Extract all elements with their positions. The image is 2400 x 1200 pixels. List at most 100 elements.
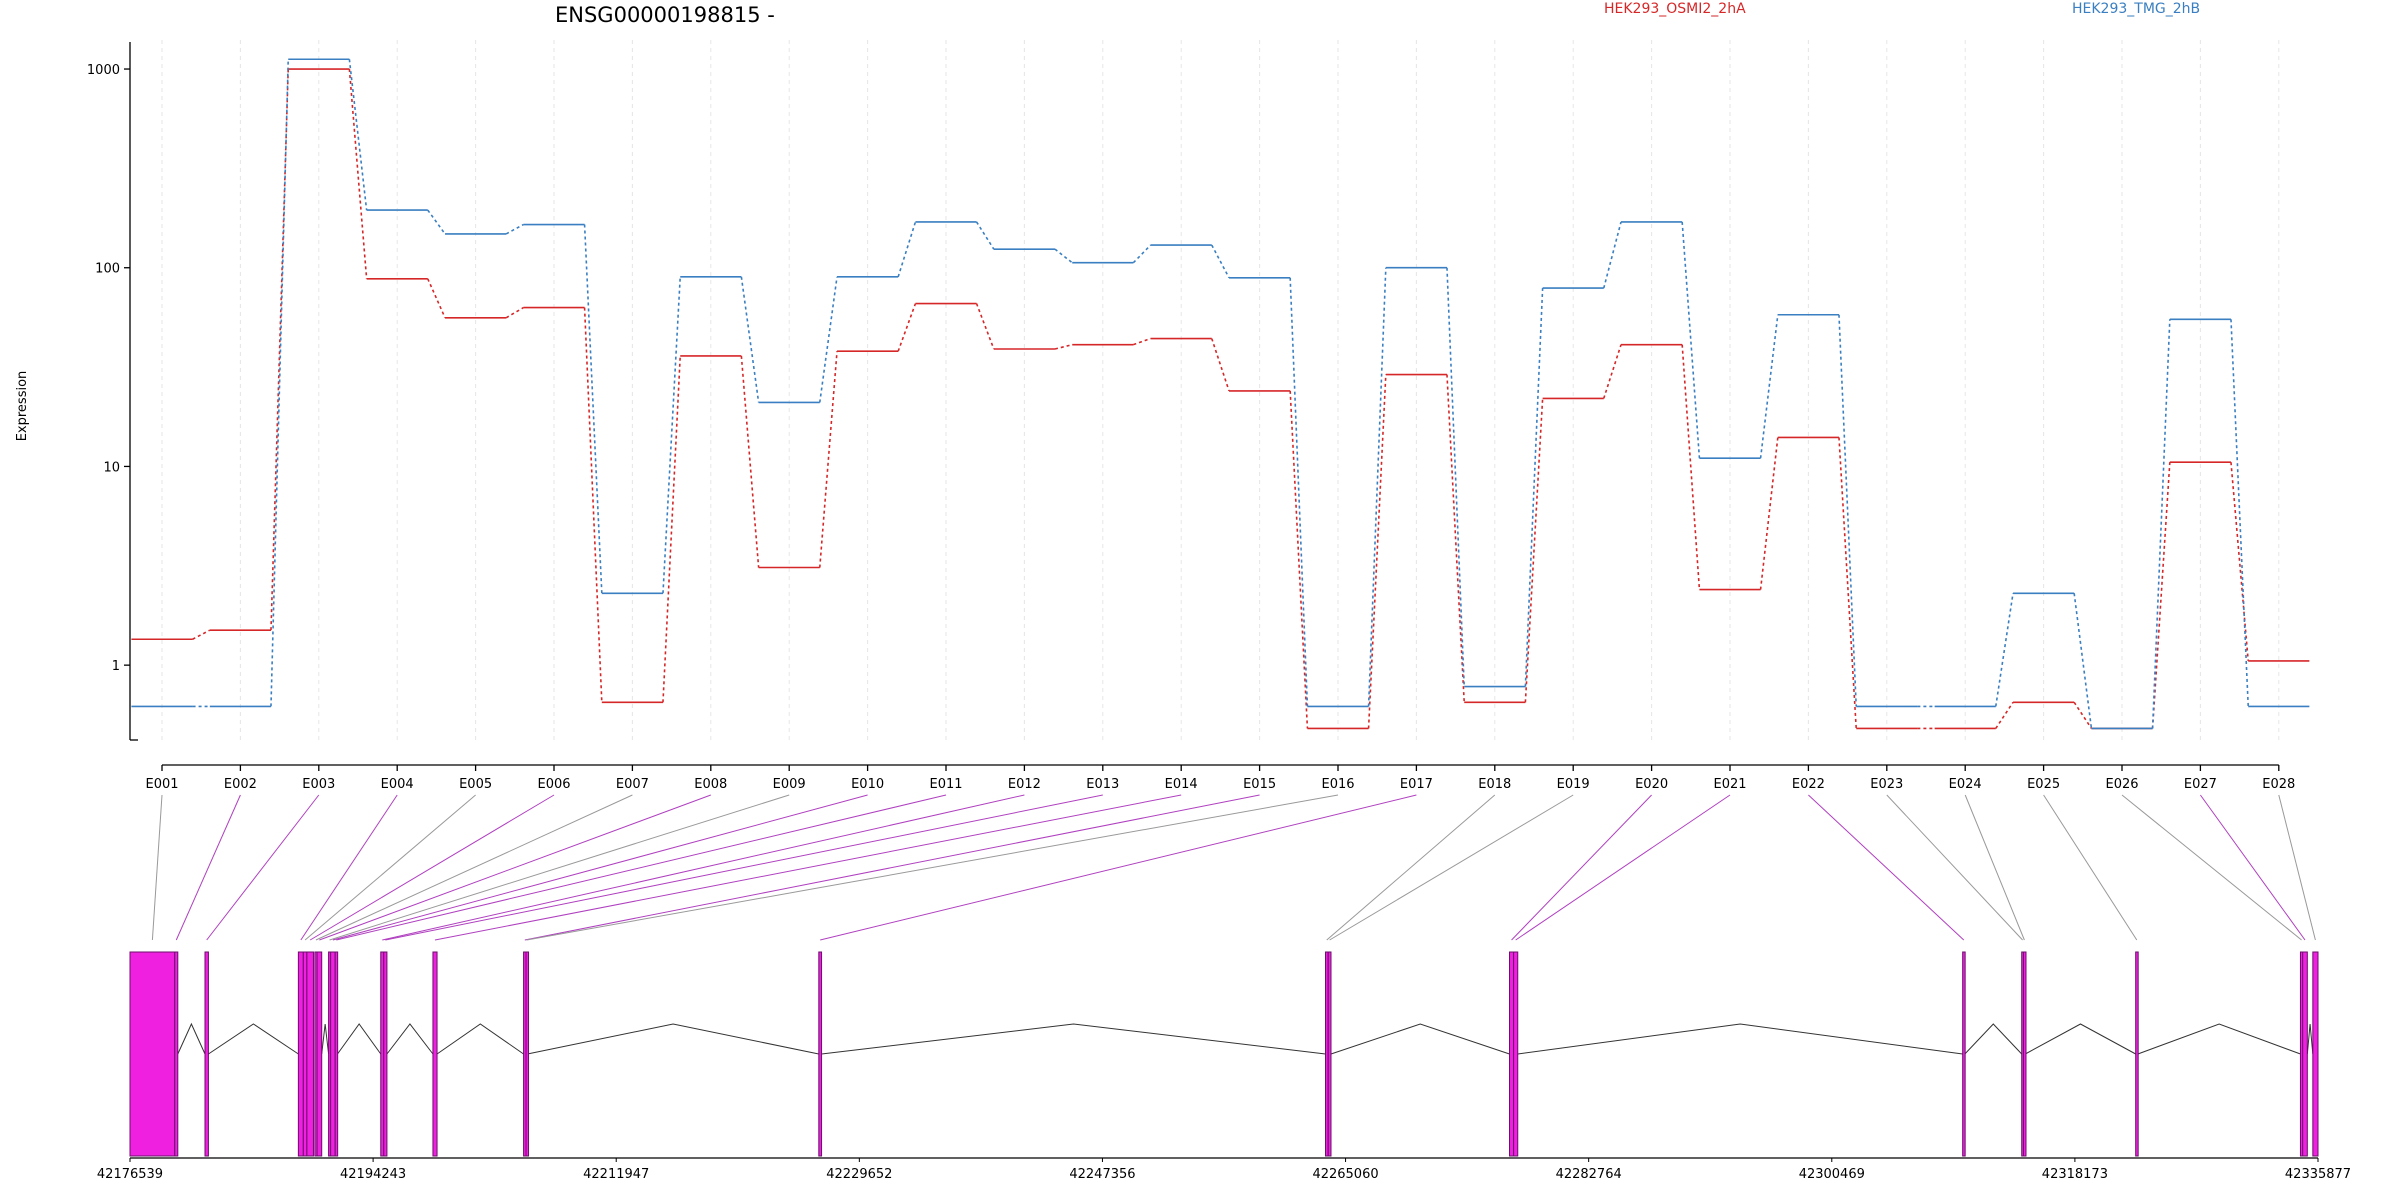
x-tick-label: E025 [2027,777,2060,792]
coordinate-tick-label: 42247356 [1069,1167,1135,1182]
series-transition [2073,701,2093,729]
y-tick-label: 1 [112,659,120,674]
connector-E008 [319,794,711,941]
intron-line [436,1023,524,1055]
exon-box-E016 [525,951,530,1157]
gene-model: 42176539 42194243 42211947 42229652 42247356… [97,951,2351,1182]
x-tick-label: E006 [537,777,570,792]
coordinate-tick-label: 42229652 [826,1167,892,1182]
connector-E016 [526,794,1339,941]
connector-E018 [1326,794,1496,941]
series-transition [2073,593,2093,729]
exon-connectors [151,794,2316,941]
x-tick-label: E018 [1478,777,1511,792]
series-transition [1446,374,1466,703]
x-tick-label: E008 [694,777,727,792]
connector-E021 [1515,794,1731,941]
exon-box-E004 [297,951,304,1157]
x-tick-label: E020 [1635,777,1668,792]
series-2 [131,58,2310,730]
x-tick-label: E013 [1086,777,1119,792]
x-tick-label: E026 [2105,777,2138,792]
connector-E003 [206,794,320,941]
series-transition [1994,593,2014,707]
series-transition [348,59,368,211]
connector-E020 [1511,794,1652,941]
intron-line [1330,1023,1510,1055]
y-tick-label: 10 [103,460,120,475]
series-transition [1367,374,1387,729]
series-transition [1759,437,1779,590]
exon-box-E017 [818,951,823,1157]
x-tick-label: E015 [1243,777,1276,792]
connector-E024 [1964,794,2025,941]
x-tick-label: E028 [2262,777,2295,792]
series-transition [2151,462,2171,729]
series-transition [1838,437,1858,729]
x-tick-label: E004 [381,777,414,792]
connector-E005 [304,794,476,941]
x-tick-label: E023 [1870,777,1903,792]
intron-line [821,1023,1326,1055]
vertical-gridlines [161,40,2280,740]
x-tick-label: E014 [1165,777,1198,792]
connector-E028 [2278,794,2316,941]
series-transition [1289,390,1309,729]
series-transition [1133,337,1151,346]
intron-line [2306,1023,2314,1055]
x-tick-label: E005 [459,777,492,792]
connector-E013 [385,794,1103,941]
series-transition [1603,344,1622,399]
intron-line [2137,1023,2301,1055]
exon-box-E018 [1325,951,1329,1157]
series-transition [1524,288,1544,687]
coordinate-tick-label: 42318173 [2042,1167,2108,1182]
coordinate-tick-label: 42211947 [583,1167,649,1182]
coordinate-tick-label: 42176539 [97,1167,163,1182]
connector-E015 [524,794,1260,941]
x-tick-label: E024 [1949,777,1982,792]
series-transition [975,303,995,350]
series-transition [192,629,211,640]
coordinate-tick-label: 42300469 [1799,1167,1865,1182]
x-tick-label: E019 [1557,777,1590,792]
exon-box-E022 [1962,951,1966,1157]
series-transition [1446,267,1466,687]
series-transition [1838,314,1858,707]
exon-box-E006 [306,951,314,1157]
connector-E027 [2199,794,2306,941]
series-transition [662,276,682,594]
series-transition [427,209,446,235]
exon-box-E003 [204,951,209,1157]
series-transition [1367,267,1387,707]
exon-box-E001 [129,951,176,1157]
series-transition [1289,277,1309,707]
series-1 [131,68,2310,730]
series-transition [1054,248,1073,264]
series-transition [1995,701,2014,729]
x-tick-label: E012 [1008,777,1041,792]
connector-E017 [820,794,1417,941]
y-axis-label: Expression [15,371,30,442]
x-tick-label: E001 [145,777,178,792]
x-tick-label: E011 [929,777,962,792]
x-tick-label: E016 [1321,777,1354,792]
series-transition [1132,244,1152,264]
series-transition [427,278,446,319]
intron-line [337,1023,382,1055]
connector-E014 [434,794,1182,941]
exon-box-E021 [1513,951,1519,1157]
connector-E004 [300,794,398,941]
x-tick-label: E002 [224,777,257,792]
x-tick-label: E010 [851,777,884,792]
x-tick-label: E009 [773,777,806,792]
exon-box-E008 [316,951,323,1157]
axes: 1 10 100 1000 E001 E002 E003 E004 E005 E006 E007 E0… [87,42,2295,792]
series-transition [740,276,760,403]
connector-E026 [2121,794,2302,941]
connector-E022 [1808,794,1965,941]
connector-E007 [315,794,633,941]
series-transition [505,223,524,235]
connector-E025 [2043,794,2138,941]
series-transition [583,224,603,594]
